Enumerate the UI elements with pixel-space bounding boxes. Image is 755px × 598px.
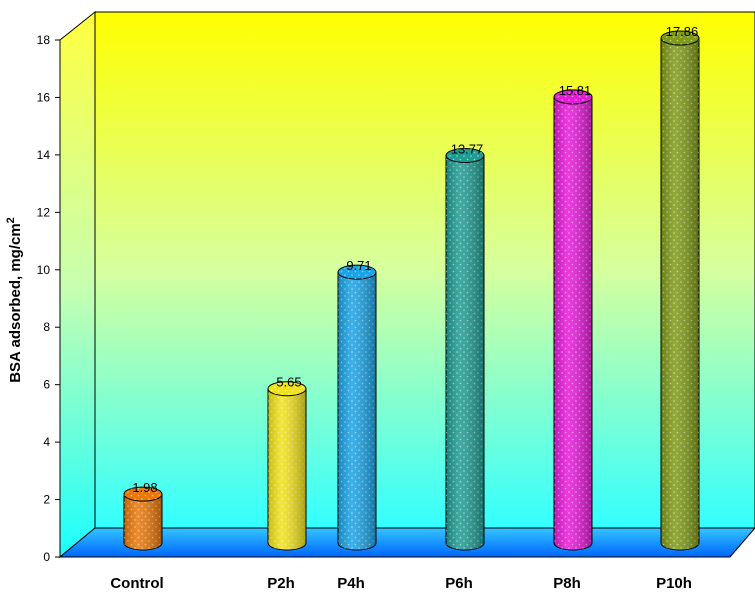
back-wall xyxy=(94,11,755,529)
x-tick-label: P4h xyxy=(337,575,365,592)
x-tick-label: P10h xyxy=(656,575,692,592)
x-tick-label: P2h xyxy=(267,575,295,592)
x-tick-label: P6h xyxy=(445,575,473,592)
data-label: 17.86 xyxy=(666,24,699,39)
bar-top-texture xyxy=(446,148,484,163)
bar-shading xyxy=(446,155,484,550)
data-label: 15.81 xyxy=(559,83,592,98)
y-tick-label: 4 xyxy=(43,435,50,449)
bar-p8h: 15.81 xyxy=(553,83,593,551)
y-tick-label: 6 xyxy=(43,378,50,392)
data-label: 1.98 xyxy=(132,480,157,495)
bar-shading xyxy=(661,38,699,550)
bar-shading xyxy=(124,494,162,550)
bar-shading xyxy=(338,272,376,550)
data-label: 13.77 xyxy=(451,141,484,156)
y-tick-label: 10 xyxy=(37,263,51,277)
y-axis-title-text: BSA adsorbed, mg/cm xyxy=(7,223,24,382)
bar-top-texture xyxy=(554,89,592,104)
bar-shading xyxy=(554,96,592,550)
bar-p6h: 13.77 xyxy=(445,141,485,551)
category-labels: Control P2h P4h P6h P8h P10h xyxy=(110,575,692,592)
y-ticks: 0 2 4 6 8 10 12 14 16 18 xyxy=(37,33,60,564)
y-tick-label: 18 xyxy=(37,33,51,47)
y-tick-label: 12 xyxy=(37,205,51,219)
bar-control: 1.98 xyxy=(123,480,163,551)
bar-top-texture xyxy=(661,31,699,46)
data-label: 5.65 xyxy=(276,375,301,390)
y-tick-label: 8 xyxy=(43,320,50,334)
x-tick-label: P8h xyxy=(553,575,581,592)
y-tick-label: 2 xyxy=(43,493,50,507)
data-label: 9.71 xyxy=(346,258,371,273)
bar-p2h: 5.65 xyxy=(267,375,307,551)
y-axis-title-superscript: 2 xyxy=(5,217,17,223)
bar-p10h: 17.86 xyxy=(660,24,700,551)
left-wall xyxy=(59,10,96,559)
bar-shading xyxy=(268,388,306,550)
y-axis-title: BSA adsorbed, mg/cm2 xyxy=(5,217,24,383)
x-tick-label: Control xyxy=(110,575,163,592)
y-tick-label: 14 xyxy=(37,148,51,162)
y-tick-label: 16 xyxy=(37,90,51,104)
bar-top-texture xyxy=(124,487,162,502)
bar-p4h: 9.71 xyxy=(337,258,377,551)
bars: 1.98 5.65 9.71 13.77 15.81 17.86 xyxy=(123,24,700,551)
floor xyxy=(58,527,755,558)
y-tick-label: 0 xyxy=(43,550,50,564)
bar-top-texture xyxy=(338,265,376,280)
bar-top-texture xyxy=(268,381,306,396)
